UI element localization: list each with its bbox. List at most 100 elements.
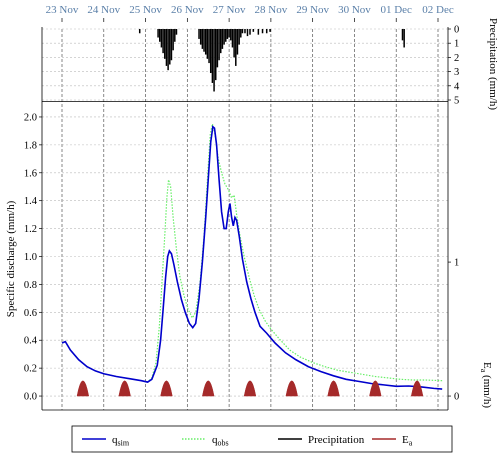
precipitation-bar xyxy=(223,29,225,45)
discharge-tick-label: 1.8 xyxy=(24,140,37,151)
precip-tick-label: 0 xyxy=(454,25,459,36)
precip-tick-label: 3 xyxy=(454,67,459,78)
legend-label: Ea xyxy=(402,434,413,448)
precipitation-bar xyxy=(238,29,240,45)
precipitation-bar xyxy=(162,29,164,54)
evaporation-hump xyxy=(285,380,298,397)
discharge-tick-label: 1.4 xyxy=(24,196,38,207)
date-tick-label: 24 Nov xyxy=(87,4,120,16)
precipitation-bar xyxy=(216,29,219,68)
precipitation-bar xyxy=(214,29,217,81)
precipitation-bar xyxy=(226,29,229,39)
evaporation-hump xyxy=(118,380,131,397)
discharge-tick-label: 0.0 xyxy=(24,392,37,403)
discharge-tick-label: 1.2 xyxy=(24,224,37,235)
discharge-tick-label: 0.2 xyxy=(24,364,37,375)
precipitation-bar xyxy=(175,29,178,35)
date-tick-label: 27 Nov xyxy=(213,4,246,16)
precipitation-bar xyxy=(244,29,246,34)
discharge-panel xyxy=(61,123,443,390)
precipitation-bar xyxy=(261,29,264,34)
precipitation-bar xyxy=(230,29,232,41)
evaporation-hump xyxy=(327,380,340,397)
evaporation-hump xyxy=(202,380,215,397)
date-tick-label: 28 Nov xyxy=(255,4,288,16)
precipitation-bar xyxy=(174,29,176,42)
discharge-tick-label: 2.0 xyxy=(24,112,37,123)
ea-unit: (mm/h) xyxy=(481,372,493,408)
date-tick-label: 25 Nov xyxy=(129,4,162,16)
precipitation-bar xyxy=(209,29,212,74)
precipitation-bar xyxy=(201,29,204,49)
date-tick-label: 23 Nov xyxy=(46,4,79,16)
precipitation-bar xyxy=(157,29,159,38)
precipitation-bar xyxy=(172,29,174,51)
precipitation-bar xyxy=(164,29,166,59)
precipitation-bar xyxy=(170,29,173,61)
precip-tick-label: 4 xyxy=(454,81,460,92)
precipitation-bar xyxy=(236,29,239,55)
precipitation-bar xyxy=(167,29,169,71)
evaporation-hump xyxy=(410,380,424,397)
precipitation-bar xyxy=(246,29,249,37)
legend-label: Precipitation xyxy=(308,434,365,446)
ea-main: E xyxy=(481,362,493,369)
discharge-tick-label: 0.4 xyxy=(24,336,38,347)
precipitation-bar xyxy=(257,29,260,35)
precipitation-bar xyxy=(225,29,227,42)
precipitation-panel xyxy=(138,29,405,92)
precipitation-bar xyxy=(169,29,171,65)
legend: qsim qobs Precipitation Ea xyxy=(71,425,453,453)
discharge-tick-label: 0.8 xyxy=(24,280,37,291)
evaporation-hump xyxy=(369,380,382,397)
precipitation-bar xyxy=(231,29,234,48)
precipitation-bar xyxy=(269,29,271,32)
precipitation-bar xyxy=(220,29,222,54)
date-tick-label: 02 Dec xyxy=(422,4,454,16)
ea-sub: a xyxy=(479,369,488,373)
precipitation-bar xyxy=(213,29,215,92)
precipitation-bar xyxy=(160,29,163,48)
precip-tick-label: 5 xyxy=(454,96,459,107)
right-axis-bottom-title: Ea (mm/h) xyxy=(479,362,493,408)
q-obs-line xyxy=(61,123,443,383)
evap-tick-label: 1 xyxy=(454,258,459,269)
precipitation-bar xyxy=(211,29,214,83)
evaporation-hump xyxy=(243,380,257,397)
discharge-tick-label: 1.0 xyxy=(24,252,37,263)
precipitation-bar xyxy=(228,29,230,38)
date-tick-label: 01 Dec xyxy=(380,4,412,16)
right-axis-top-title: Precipitation (mm/h) xyxy=(487,18,499,110)
precipitation-bar xyxy=(208,29,210,64)
precipitation-bar xyxy=(198,29,200,39)
precipitation-bar xyxy=(199,29,202,45)
precipitation-bar xyxy=(240,29,242,38)
precipitation-bar xyxy=(401,29,404,41)
discharge-tick-label: 0.6 xyxy=(24,308,37,319)
precip-tick-label: 2 xyxy=(454,53,459,64)
precipitation-bar xyxy=(159,29,161,42)
precip-tick-label: 1 xyxy=(454,39,459,50)
date-tick-label: 29 Nov xyxy=(296,4,329,16)
q-sim-line xyxy=(61,125,443,390)
legend-label: qobs xyxy=(212,434,229,448)
precipitation-bar xyxy=(221,29,224,49)
precipitation-bar xyxy=(203,29,205,52)
precipitation-bar xyxy=(165,29,168,66)
grid-lines xyxy=(42,28,448,410)
precipitation-bar xyxy=(235,29,237,66)
precipitation-bar xyxy=(249,29,251,35)
date-tick-label: 30 Nov xyxy=(338,4,371,16)
precipitation-bar xyxy=(252,29,255,32)
evaporation-panel xyxy=(76,380,424,397)
precipitation-bar xyxy=(204,29,207,55)
legend-label: qsim xyxy=(112,434,130,448)
precipitation-bar xyxy=(206,29,209,59)
precipitation-bar xyxy=(241,29,244,34)
precipitation-bar xyxy=(265,29,268,34)
date-tick-label: 26 Nov xyxy=(171,4,204,16)
precipitation-bar xyxy=(218,29,220,61)
evaporation-hump xyxy=(76,380,90,397)
discharge-tick-label: 1.6 xyxy=(24,168,37,179)
